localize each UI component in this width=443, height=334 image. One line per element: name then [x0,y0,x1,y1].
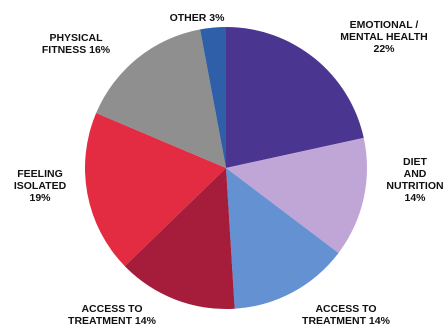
slice-label-access-to-treatment-3: ACCESS TO TREATMENT 14% [68,303,157,327]
slice-label-emotional-mental-health-0: EMOTIONAL / MENTAL HEALTH 22% [340,19,428,55]
slice-label-line: OTHER 3% [170,12,226,24]
slice-label-line: 19% [29,192,51,204]
slice-label-line: 14% [404,192,426,204]
slice-label-line: ACCESS TO [81,303,142,315]
slice-label-line: FITNESS 16% [42,44,111,56]
pie-slice-access-to-treatment-2 [226,168,339,309]
slice-label-line: ISOLATED [14,180,67,192]
pie-slice-physical-fitness-5 [96,29,227,169]
pie-slices [84,27,368,309]
slice-label-feeling-isolated-4: FEELING ISOLATED 19% [14,168,67,204]
slice-label-line: AND [404,168,427,180]
slice-label-line: TREATMENT 14% [302,315,391,327]
slice-label-line: DIET [403,156,428,168]
slice-label-physical-fitness-5: PHYSICAL FITNESS 16% [42,32,111,56]
slice-label-diet-and-nutrition-1: DIET AND NUTRITION 14% [386,156,443,204]
slice-label-line: ACCESS TO [315,303,376,315]
slice-label-line: NUTRITION [386,180,443,192]
slice-label-line: FEELING [17,168,63,180]
slice-label-line: TREATMENT 14% [68,315,157,327]
pie-slice-access-to-treatment-3 [124,168,235,309]
slice-label-line: MENTAL HEALTH [340,31,428,43]
pie-labels: EMOTIONAL / MENTAL HEALTH 22% DIET AND NUTRIT… [14,12,443,327]
pie-slice-other-6 [200,27,226,168]
pie-slice-diet-and-nutrition-1 [226,137,368,253]
slice-label-line: EMOTIONAL / [350,19,419,31]
slice-label-line: PHYSICAL [49,32,103,44]
pie-slice-emotional-mental-health-0 [226,27,364,168]
slice-label-line: 22% [373,43,395,55]
pie-slice-feeling-isolated-4 [84,113,226,267]
slice-label-access-to-treatment-2: ACCESS TO TREATMENT 14% [302,303,391,327]
slice-label-other-6: OTHER 3% [170,12,226,24]
